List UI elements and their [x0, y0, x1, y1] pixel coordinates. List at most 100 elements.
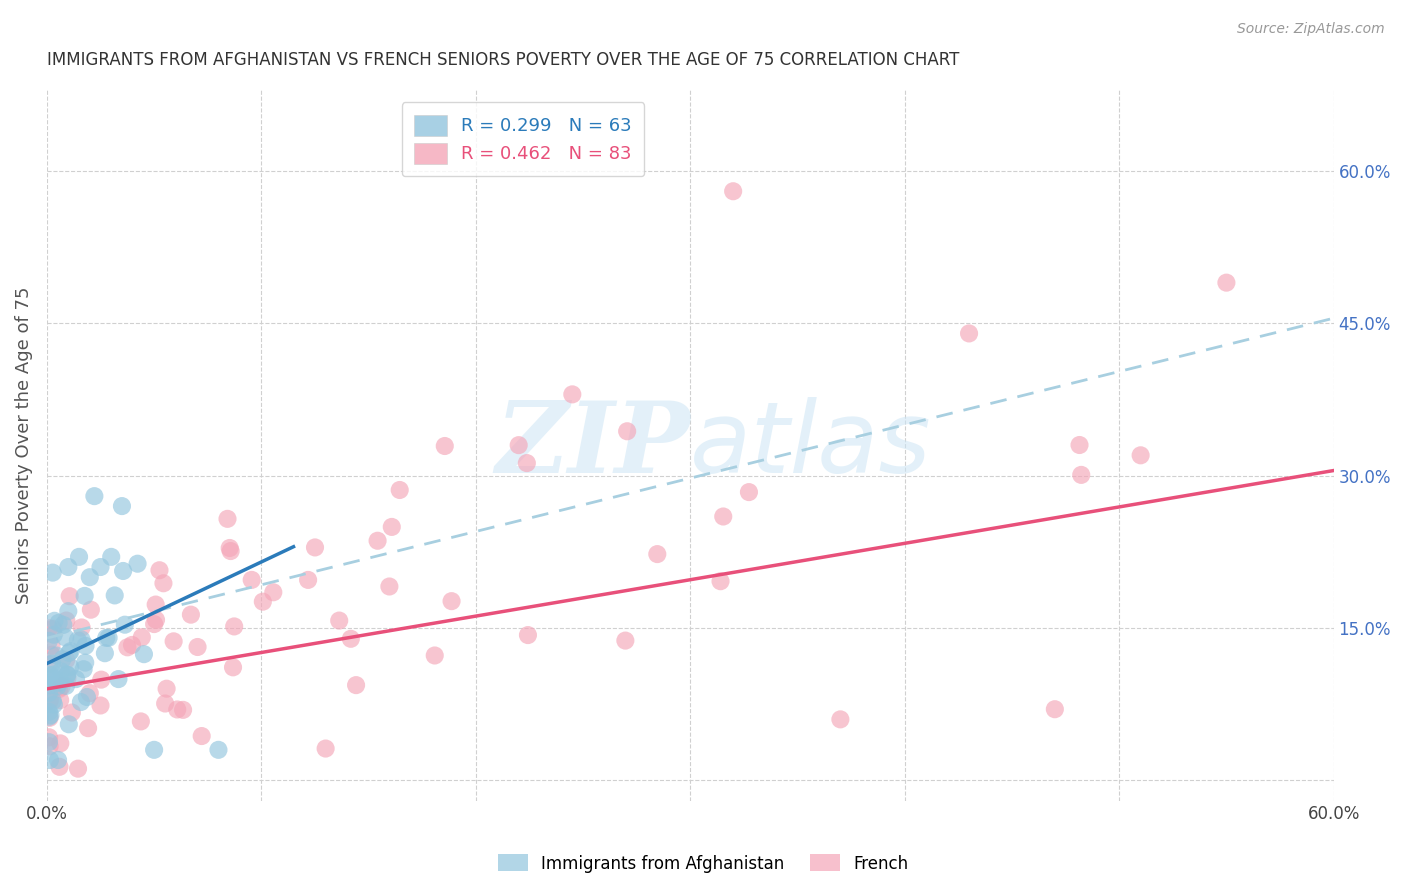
Point	[172, 703, 194, 717]
Point	[117, 640, 139, 655]
Point	[60, 706, 83, 720]
Point	[143, 743, 166, 757]
Point	[44, 614, 66, 628]
Point	[41, 648, 63, 662]
Point	[112, 564, 135, 578]
Point	[38, 679, 60, 693]
Point	[224, 619, 246, 633]
Point	[114, 617, 136, 632]
Point	[59, 644, 82, 658]
Point	[378, 579, 401, 593]
Point	[107, 672, 129, 686]
Point	[132, 647, 155, 661]
Point	[38, 739, 60, 754]
Point	[129, 714, 152, 729]
Point	[77, 721, 100, 735]
Point	[49, 693, 72, 707]
Point	[39, 672, 62, 686]
Point	[104, 589, 127, 603]
Point	[297, 573, 319, 587]
Point	[42, 622, 65, 636]
Legend: R = 0.299   N = 63, R = 0.462   N = 83: R = 0.299 N = 63, R = 0.462 N = 83	[402, 103, 644, 177]
Point	[51, 652, 73, 666]
Point	[240, 573, 263, 587]
Point	[42, 694, 65, 708]
Point	[738, 485, 761, 500]
Point	[262, 585, 284, 599]
Point	[328, 614, 350, 628]
Point	[65, 672, 87, 686]
Text: atlas: atlas	[690, 397, 932, 493]
Point	[218, 541, 240, 555]
Point	[155, 681, 177, 696]
Point	[187, 640, 209, 654]
Point	[42, 667, 65, 681]
Point	[42, 698, 65, 712]
Point	[96, 631, 118, 645]
Point	[66, 762, 89, 776]
Legend: Immigrants from Afghanistan, French: Immigrants from Afghanistan, French	[491, 847, 915, 880]
Point	[48, 615, 70, 630]
Point	[38, 735, 60, 749]
Point	[55, 653, 77, 667]
Point	[58, 646, 80, 660]
Point	[222, 660, 245, 674]
Point	[516, 456, 538, 470]
Point	[304, 541, 326, 555]
Point	[162, 634, 184, 648]
Point	[561, 387, 583, 401]
Point	[38, 686, 60, 700]
Point	[42, 628, 65, 642]
Point	[38, 710, 60, 724]
Point	[217, 512, 239, 526]
Point	[58, 717, 80, 731]
Point	[508, 438, 530, 452]
Point	[153, 697, 176, 711]
Point	[145, 598, 167, 612]
Point	[645, 547, 668, 561]
Text: ZIP: ZIP	[495, 397, 690, 493]
Point	[45, 648, 67, 663]
Point	[166, 702, 188, 716]
Point	[145, 613, 167, 627]
Point	[75, 639, 97, 653]
Point	[315, 741, 337, 756]
Point	[121, 638, 143, 652]
Point	[219, 544, 242, 558]
Point	[616, 424, 638, 438]
Point	[46, 753, 69, 767]
Point	[52, 618, 75, 632]
Text: IMMIGRANTS FROM AFGHANISTAN VS FRENCH SENIORS POVERTY OVER THE AGE OF 75 CORRELA: IMMIGRANTS FROM AFGHANISTAN VS FRENCH SE…	[46, 51, 959, 69]
Point	[38, 711, 60, 725]
Point	[131, 630, 153, 644]
Point	[58, 604, 80, 618]
Point	[38, 633, 60, 648]
Point	[517, 628, 540, 642]
Point	[56, 667, 79, 681]
Point	[49, 664, 72, 678]
Point	[614, 633, 637, 648]
Point	[75, 656, 97, 670]
Y-axis label: Seniors Poverty Over the Age of 75: Seniors Poverty Over the Age of 75	[15, 286, 32, 604]
Point	[1215, 276, 1237, 290]
Point	[367, 533, 389, 548]
Point	[46, 680, 69, 694]
Point	[38, 621, 60, 635]
Point	[46, 676, 69, 690]
Point	[423, 648, 446, 663]
Point	[957, 326, 980, 341]
Point	[1070, 467, 1092, 482]
Point	[344, 678, 367, 692]
Point	[207, 743, 229, 757]
Point	[48, 681, 70, 696]
Point	[97, 631, 120, 645]
Point	[152, 576, 174, 591]
Point	[51, 680, 73, 694]
Point	[94, 646, 117, 660]
Point	[39, 753, 62, 767]
Point	[711, 509, 734, 524]
Point	[721, 184, 744, 198]
Point	[90, 673, 112, 687]
Point	[38, 731, 60, 745]
Point	[100, 549, 122, 564]
